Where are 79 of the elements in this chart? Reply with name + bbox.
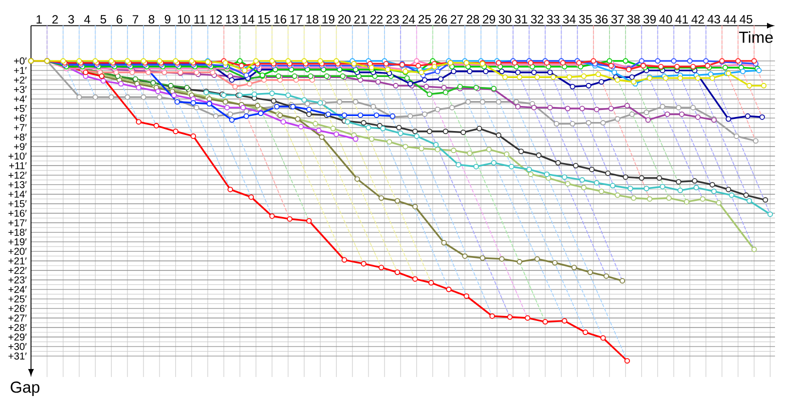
x-tick-label: 26 — [434, 15, 447, 24]
x-tick-label: 6 — [116, 15, 122, 24]
x-tick-label: 35 — [579, 15, 592, 24]
x-tick-label: 30 — [498, 15, 512, 24]
x-tick-label: 29 — [482, 15, 496, 24]
y-tick-label: +5′ — [14, 105, 27, 112]
x-tick-label: 22 — [370, 15, 383, 24]
y-tick-label: +26′ — [8, 304, 27, 312]
x-axis-title: Time — [739, 31, 773, 43]
x-tick-label: 1 — [36, 15, 42, 24]
y-tick-label: +31′ — [8, 352, 27, 360]
y-tick-label: +0′ — [14, 57, 27, 64]
x-tick-label: 4 — [84, 15, 90, 24]
y-tick-label: +28′ — [8, 324, 27, 332]
x-tick-label: 16 — [274, 15, 286, 24]
y-tick-label: +2′ — [14, 76, 27, 84]
y-tick-label: +10′ — [8, 152, 27, 160]
x-tick-label: 31 — [514, 15, 528, 24]
y-tick-label: +25′ — [8, 295, 27, 302]
x-tick-label: 32 — [530, 15, 544, 24]
x-tick-label: 24 — [402, 15, 415, 24]
x-tick-label: 42 — [692, 15, 704, 24]
y-tick-label: +23′ — [8, 276, 27, 284]
x-tick-label: 21 — [354, 15, 366, 24]
y-tick-label: +1′ — [14, 67, 27, 74]
x-tick-label: 27 — [450, 15, 463, 24]
x-tick-label: 10 — [178, 15, 190, 24]
y-tick-label: +14′ — [8, 190, 27, 198]
y-tick-label: +7′ — [14, 124, 27, 131]
y-tick-label: +15′ — [8, 200, 27, 208]
y-tick-label: +19′ — [8, 238, 27, 246]
x-tick-label: 41 — [675, 15, 688, 24]
x-tick-label: 13 — [226, 15, 238, 24]
x-tick-label: 17 — [290, 15, 302, 24]
x-tick-label: 37 — [611, 15, 624, 24]
y-tick-label: +30′ — [8, 343, 27, 350]
x-tick-label: 38 — [627, 15, 640, 24]
y-tick-label: +24′ — [8, 286, 27, 293]
x-tick-label: 19 — [322, 15, 334, 24]
x-tick-label: 18 — [306, 15, 318, 24]
x-tick-label: 39 — [643, 15, 656, 24]
y-tick-label: +11′ — [9, 162, 27, 170]
x-tick-label: 45 — [740, 15, 752, 24]
x-tick-label: 33 — [547, 15, 560, 24]
y-tick-label: +4′ — [14, 96, 27, 102]
y-tick-label: +29′ — [8, 333, 27, 341]
x-tick-label: 20 — [338, 15, 351, 24]
y-tick-label: +3′ — [14, 86, 27, 94]
y-tick-label: +17′ — [8, 219, 27, 226]
y-tick-label: +21′ — [8, 257, 27, 264]
x-tick-label: 44 — [724, 15, 736, 24]
y-tick-label: +12′ — [8, 172, 27, 179]
y-tick-label: +18′ — [8, 228, 27, 236]
x-tick-label: 34 — [563, 15, 576, 24]
x-tick-label: 15 — [258, 15, 270, 24]
x-tick-label: 7 — [132, 15, 138, 24]
y-tick-label: +9′ — [14, 143, 27, 150]
y-tick-label: +20′ — [8, 248, 27, 255]
x-tick-label: 8 — [148, 15, 154, 24]
x-tick-label: 14 — [242, 15, 254, 24]
y-tick-label: +13′ — [8, 181, 27, 188]
x-tick-label: 40 — [659, 15, 672, 24]
y-tick-label: +22′ — [8, 266, 27, 274]
x-tick-label: 43 — [708, 15, 720, 24]
x-tick-label: 23 — [386, 15, 399, 24]
x-tick-label: 36 — [595, 15, 608, 24]
x-tick-label: 12 — [210, 15, 222, 24]
x-tick-label: 2 — [52, 15, 58, 24]
x-tick-label: 28 — [466, 15, 480, 24]
y-tick-label: +27′ — [8, 314, 27, 322]
x-tick-label: 3 — [68, 15, 74, 24]
x-tick-label: 25 — [418, 15, 431, 24]
y-tick-label: +6′ — [14, 114, 27, 122]
x-tick-label: 9 — [164, 15, 170, 24]
x-tick-label: 5 — [100, 15, 106, 24]
y-tick-label: +16′ — [8, 210, 27, 217]
y-axis-title: Gap — [10, 382, 40, 396]
x-tick-label: 11 — [194, 15, 206, 24]
y-tick-label: +8′ — [14, 134, 27, 141]
